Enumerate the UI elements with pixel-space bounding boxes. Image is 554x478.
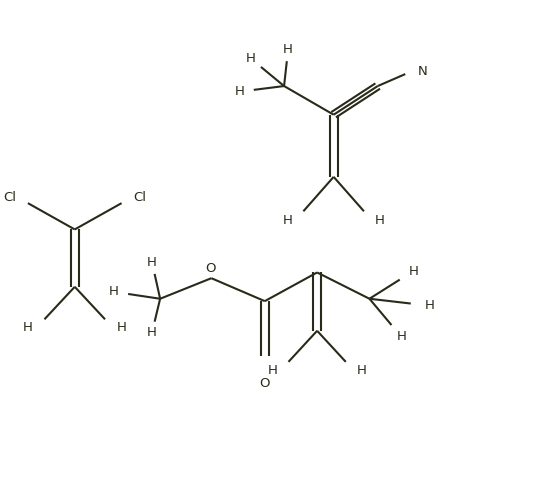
Text: O: O [205, 262, 216, 275]
Text: H: H [283, 43, 293, 56]
Text: H: H [283, 214, 293, 228]
Text: H: H [109, 285, 119, 298]
Text: Cl: Cl [3, 191, 16, 204]
Text: N: N [417, 65, 427, 78]
Text: H: H [117, 321, 126, 335]
Text: H: H [235, 85, 245, 98]
Text: O: O [259, 377, 270, 391]
Text: H: H [375, 214, 384, 228]
Text: H: H [245, 52, 255, 65]
Text: H: H [424, 299, 434, 312]
Text: H: H [397, 330, 406, 343]
Text: H: H [268, 364, 278, 377]
Text: H: H [23, 321, 33, 335]
Text: H: H [147, 256, 157, 269]
Text: H: H [408, 264, 418, 278]
Text: Cl: Cl [134, 191, 147, 204]
Text: H: H [147, 326, 157, 338]
Text: H: H [356, 364, 366, 377]
